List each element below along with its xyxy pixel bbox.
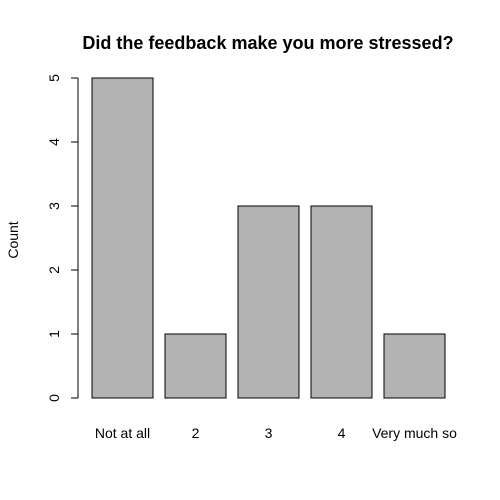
x-category-label: Very much so (372, 425, 457, 441)
y-tick-label: 3 (46, 202, 62, 210)
chart-title: Did the feedback make you more stressed? (82, 33, 453, 53)
x-category-label: 3 (265, 425, 273, 441)
bar (164, 333, 227, 399)
x-category-label: 4 (338, 425, 346, 441)
y-tick-label: 5 (46, 74, 62, 82)
bar (310, 205, 373, 399)
x-category-label: Not at all (95, 425, 150, 441)
bar (383, 333, 446, 399)
category-labels: Not at all 2 3 4 Very much so (95, 425, 457, 441)
y-tick-label: 2 (46, 266, 62, 274)
bar (91, 77, 154, 399)
y-axis-label: Count (5, 221, 21, 258)
y-axis: 0 1 2 3 4 5 (46, 74, 79, 402)
y-tick-label: 4 (46, 138, 62, 146)
bars (91, 77, 446, 399)
y-tick-label: 0 (46, 394, 62, 402)
bar (237, 205, 300, 399)
x-category-label: 2 (192, 425, 200, 441)
y-tick-label: 1 (46, 330, 62, 338)
